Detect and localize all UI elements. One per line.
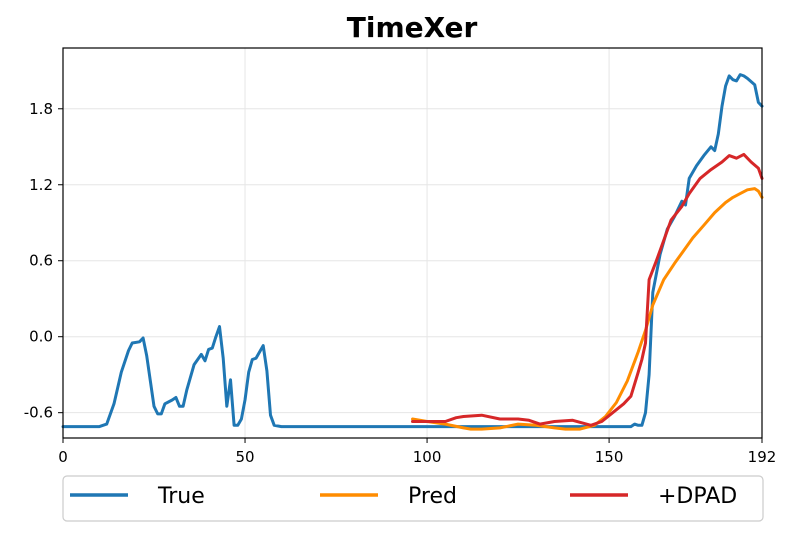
x-tick-label: 100 xyxy=(413,448,442,466)
plot-frame xyxy=(62,47,763,439)
x-tick-label: 192 xyxy=(748,448,777,466)
y-tick-label: 1.2 xyxy=(29,176,53,194)
legend: True Pred +DPAD xyxy=(62,475,764,522)
y-tick-label: 1.8 xyxy=(29,100,53,118)
x-tick-label: 50 xyxy=(235,448,254,466)
x-axis: 0 50 100 150 192 xyxy=(58,438,776,466)
x-tick-label: 150 xyxy=(595,448,624,466)
legend-label-pred: Pred xyxy=(408,484,457,509)
series-line-dpad xyxy=(411,152,764,427)
grid-lines xyxy=(62,48,763,438)
y-axis: -0.6 0.0 0.6 1.2 1.8 xyxy=(24,100,63,422)
chart-title: TimeXer xyxy=(347,11,478,44)
y-tick-label: 0.0 xyxy=(29,328,53,346)
legend-box xyxy=(62,475,764,522)
series-lines xyxy=(61,73,764,431)
legend-label-dpad: +DPAD xyxy=(658,484,737,509)
series-line-true xyxy=(61,73,764,429)
y-tick-label: -0.6 xyxy=(24,404,53,422)
x-tick-label: 0 xyxy=(58,448,68,466)
series-line-pred xyxy=(411,187,764,431)
legend-label-true: True xyxy=(157,484,205,509)
y-tick-label: 0.6 xyxy=(29,252,53,270)
